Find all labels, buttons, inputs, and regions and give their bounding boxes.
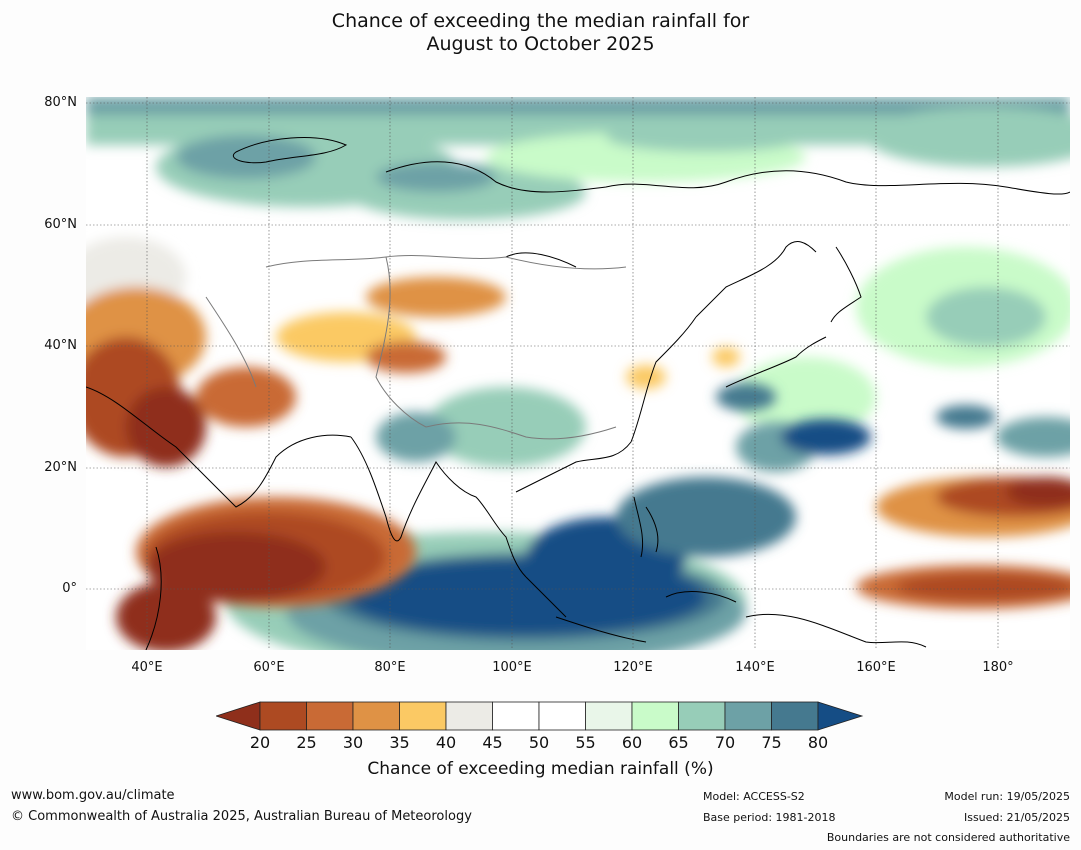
colorbar-tick-label: 80 [807,733,829,752]
coastlines [86,137,1070,650]
lat-label-0: 0° [62,581,77,596]
colorbar-cell [352,701,400,731]
colorbar-tick-label: 40 [435,733,457,752]
colorbar-cell [399,701,447,731]
lon-label-160e: 160°E [856,660,896,675]
colorbar [216,701,864,731]
colorbar-cell [771,701,819,731]
colorbar-cell [306,701,354,731]
lon-label-140e: 140°E [735,660,775,675]
graticule [86,97,1070,650]
footer-base-period: Base period: 1981-2018 [703,811,836,824]
colorbar-cell [724,701,772,731]
middle-east-dry-region [86,237,740,467]
colorbar-cell [259,701,307,731]
rainfall-map-svg [86,97,1070,650]
pacific-dry-region [856,477,1070,609]
lat-label-20n: 20°N [44,460,77,475]
colorbar-tick-label: 70 [714,733,736,752]
colorbar-tick-label: 25 [296,733,317,752]
colorbar-tick-label: 55 [575,733,596,752]
colorbar-tick-label: 45 [482,733,503,752]
colorbar-tick-label: 50 [528,733,550,752]
lon-label-180: 180° [982,660,1014,675]
colorbar-extend-low [216,701,261,731]
colorbar-tick-label: 20 [249,733,271,752]
lon-label-100e: 100°E [492,660,532,675]
lon-label-120e: 120°E [613,660,653,675]
arabian-sea-dry-region [116,497,416,650]
colorbar-cell [631,701,679,731]
colorbar-tick-label: 65 [668,733,689,752]
colorbar-extend-high [817,701,864,731]
colorbar-cell [492,701,540,731]
country-borders [205,255,627,440]
colorbar-cell [585,701,633,731]
colorbar-label: Chance of exceeding median rainfall (%) [367,759,714,779]
rainfall-map [86,97,1070,650]
lon-label-60e: 60°E [253,660,285,675]
footer-url: www.bom.gov.au/climate [11,788,175,803]
lon-label-80e: 80°E [374,660,406,675]
lat-label-40n: 40°N [44,338,77,353]
map-title: Chance of exceeding the median rainfall … [0,10,1081,56]
colorbar-cell [538,701,586,731]
colorbar-tick-label: 35 [389,733,410,752]
colorbar-cell [678,701,726,731]
footer-copyright: © Commonwealth of Australia 2025, Austra… [11,809,472,824]
footer-issued: Issued: 21/05/2025 [963,811,1070,824]
colorbar-tick-label: 30 [342,733,364,752]
footer-model-run: Model run: 19/05/2025 [944,790,1070,803]
lat-label-60n: 60°N [44,217,77,232]
lon-label-40e: 40°E [131,660,163,675]
map-title-line1: Chance of exceeding the median rainfall … [331,10,750,32]
map-title-line2: August to October 2025 [426,33,655,55]
colorbar-cells [216,701,864,731]
footer-model: Model: ACCESS-S2 [703,790,805,803]
colorbar-tick-label: 60 [621,733,643,752]
arctic-wet-region [86,97,1070,437]
colorbar-cell [445,701,493,731]
footer-disclaimer: Boundaries are not considered authoritat… [826,831,1070,844]
lat-label-80n: 80°N [44,95,77,110]
colorbar-tick-label: 75 [761,733,782,752]
